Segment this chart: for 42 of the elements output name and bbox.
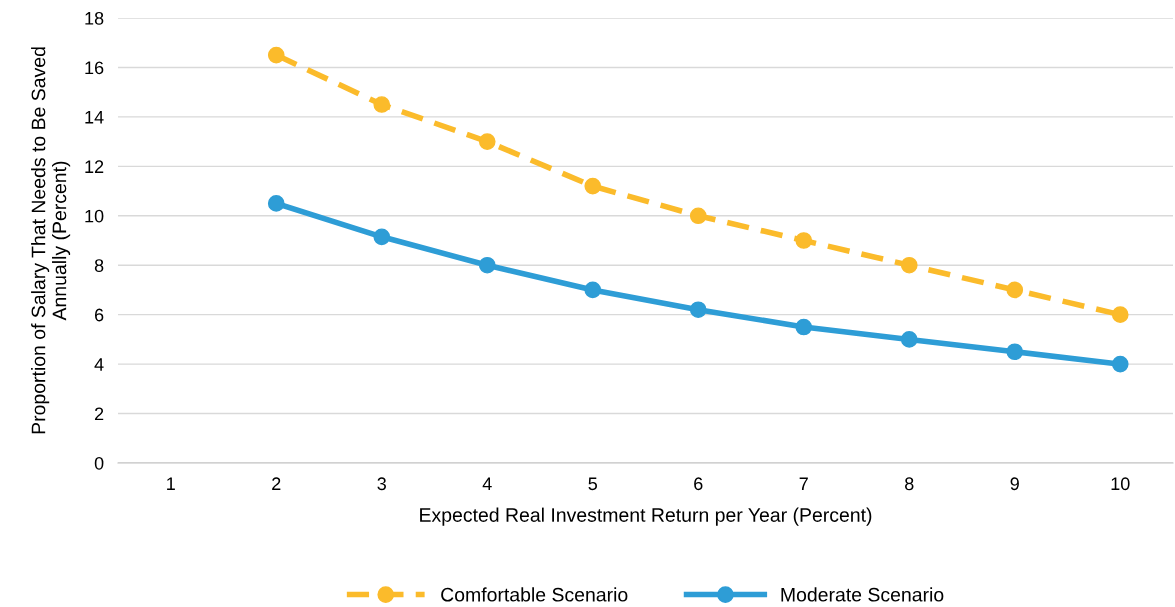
point bbox=[795, 232, 813, 249]
y-tick-label: 16 bbox=[85, 61, 104, 75]
y-tick-label: 10 bbox=[85, 209, 104, 223]
point bbox=[478, 133, 496, 150]
y-axis-title: Proportion of Salary That Needs to Be Saved Annually (Percent) bbox=[31, 47, 71, 434]
point bbox=[689, 301, 707, 319]
y-tick-label: 6 bbox=[94, 308, 104, 322]
y-tick-label: 2 bbox=[94, 407, 104, 421]
legend-label: Comfortable Scenario bbox=[441, 587, 628, 602]
point bbox=[267, 46, 285, 64]
x-axis-title: Expected Real Investment Return per Year (Percent) bbox=[420, 507, 872, 526]
x-tick-label: 5 bbox=[588, 477, 598, 491]
point bbox=[1111, 355, 1129, 373]
x-tick-label: 4 bbox=[482, 477, 492, 490]
x-tick-label: 6 bbox=[694, 477, 703, 491]
point bbox=[1006, 281, 1024, 299]
point bbox=[689, 207, 707, 225]
point bbox=[795, 318, 813, 336]
x-tick-label: 3 bbox=[377, 477, 386, 491]
x-tick-label: 10 bbox=[1111, 477, 1130, 491]
point bbox=[900, 256, 918, 274]
point bbox=[584, 177, 602, 195]
point bbox=[584, 281, 602, 299]
x-tick-label: 9 bbox=[1010, 477, 1019, 491]
y-tick-label: 12 bbox=[85, 160, 104, 173]
x-tick-label: 1 bbox=[167, 477, 175, 490]
point bbox=[900, 331, 918, 348]
legend-label: Moderate Scenario bbox=[781, 587, 944, 602]
point bbox=[1111, 306, 1129, 324]
x-tick-label: 8 bbox=[905, 477, 914, 491]
point bbox=[1006, 343, 1024, 361]
y-tick-label: 18 bbox=[85, 11, 104, 25]
x-tick-label: 2 bbox=[272, 477, 281, 490]
y-tick-label: 4 bbox=[94, 358, 104, 371]
point bbox=[373, 96, 391, 113]
x-tick-label: 7 bbox=[799, 477, 808, 490]
y-tick-label: 0 bbox=[94, 456, 104, 470]
y-tick-label: 8 bbox=[94, 259, 104, 272]
point bbox=[373, 228, 391, 246]
y-tick-label: 14 bbox=[85, 111, 104, 124]
point bbox=[267, 195, 285, 212]
point bbox=[478, 256, 496, 274]
